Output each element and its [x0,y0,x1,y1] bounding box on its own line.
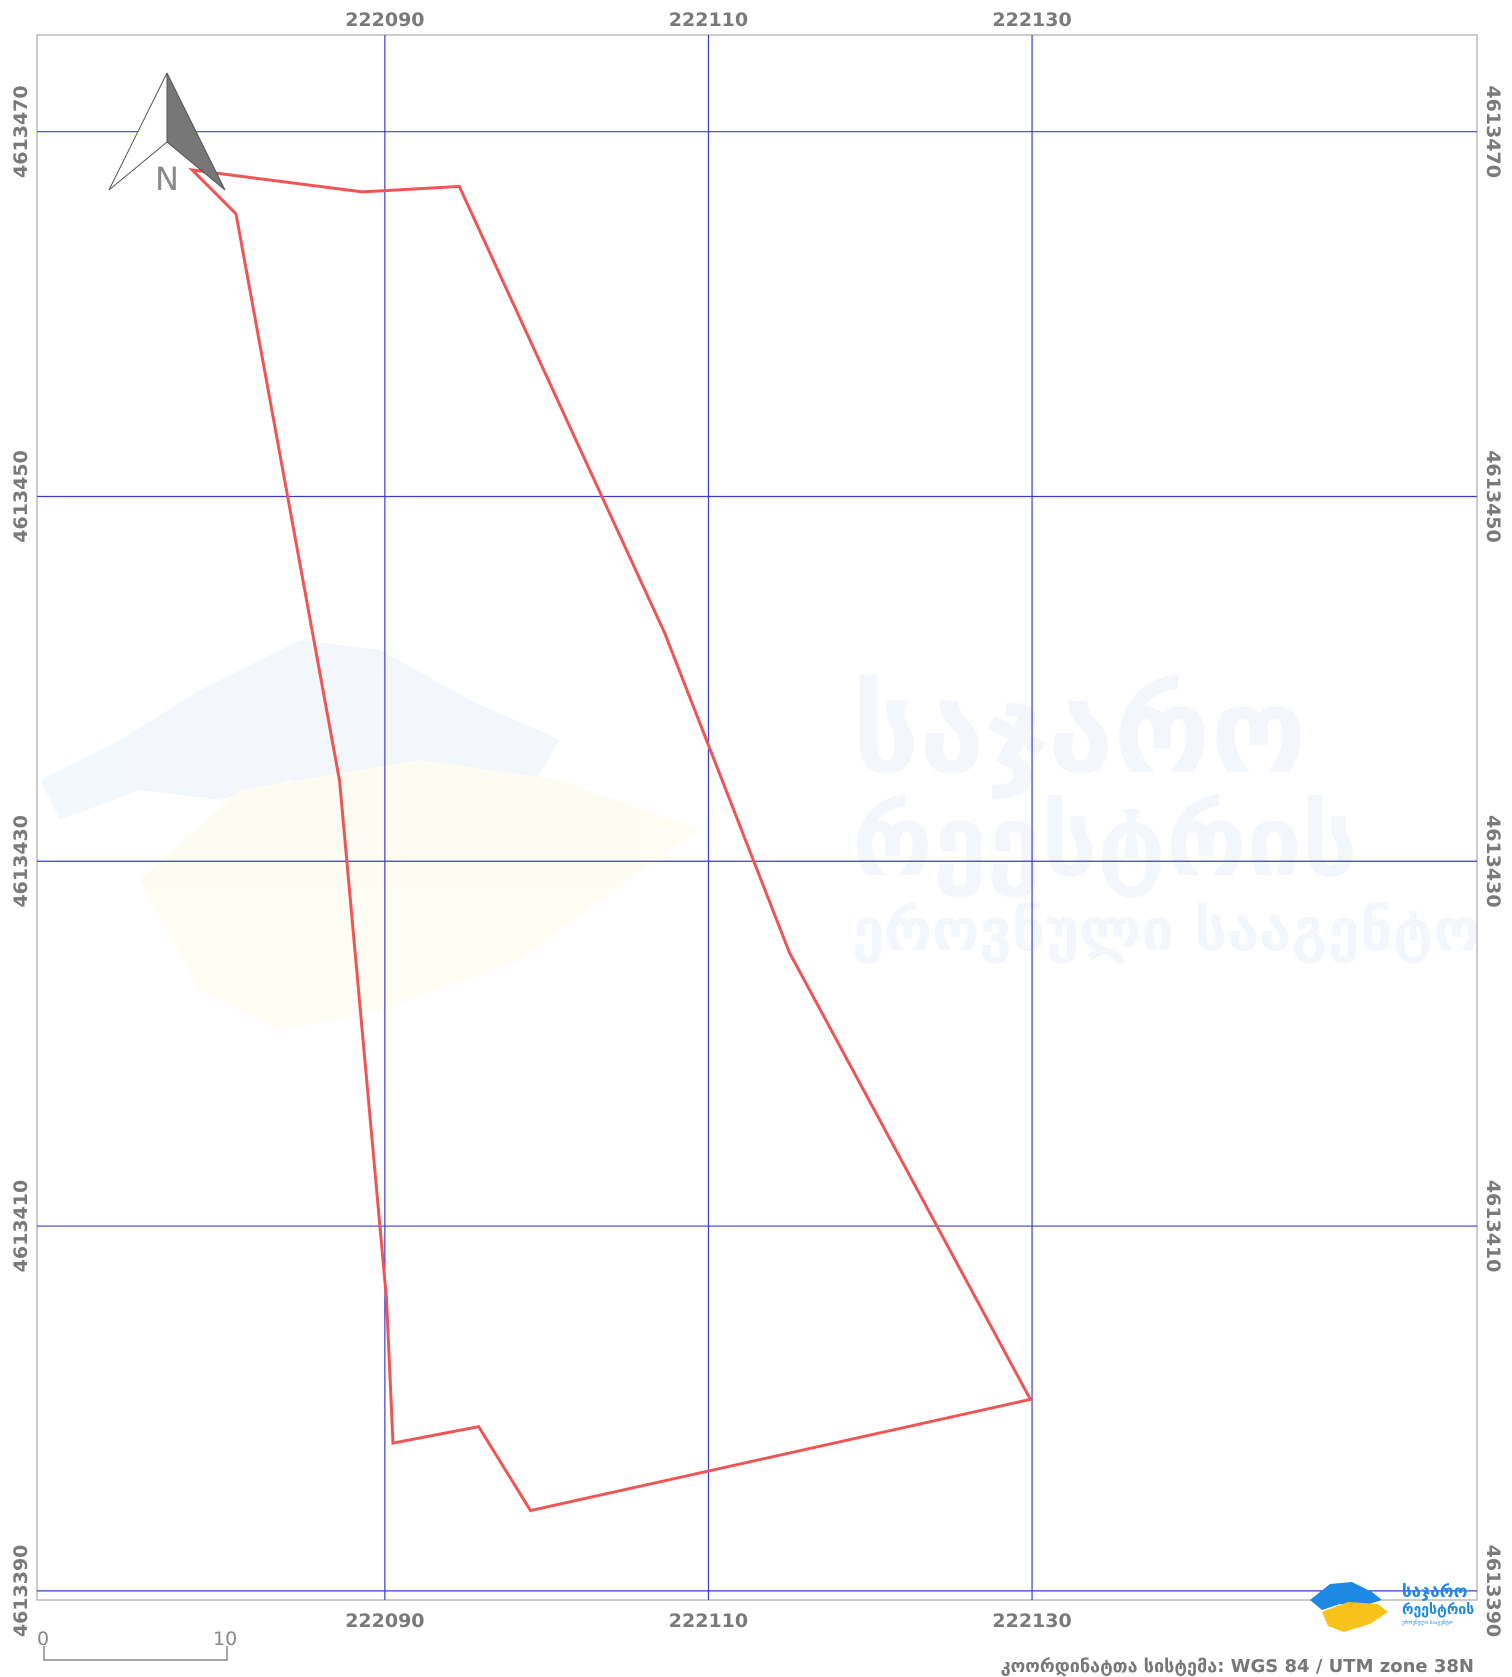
north-arrow-icon: N [108,72,226,198]
grid-label-x-bottom: 222090 [345,1610,424,1632]
north-arrow-label: N [155,160,179,198]
logo-line1: საჯარო [1402,1582,1468,1602]
grid-label-y-left: 4613450 [10,450,32,543]
grid-label-x-bottom: 222130 [992,1610,1071,1632]
grid-label-y-right: 4613450 [1482,450,1504,543]
grid-labels: 222090 222090 222110 222110 222130 222130 4613… [10,9,1504,1637]
grid-label-x-top: 222090 [345,9,424,31]
scale-bar [43,1646,228,1661]
grid-label-y-left: 4613430 [10,815,32,908]
watermark-line1: საჯარო [852,662,1307,800]
watermark-line2: რეესტრის [852,785,1357,899]
grid-label-y-right: 4613470 [1482,85,1504,178]
coordinate-grid [37,35,1477,1600]
logo-line3: ეროვნული სააგენტო [1402,1619,1453,1626]
watermark-text: საჯარო რეესტრის ეროვნული სააგენტო [852,662,1481,964]
grid-label-y-right: 4613410 [1482,1180,1504,1273]
napr-logo-icon: საჯარო რეესტრის ეროვნული სააგენტო [1310,1582,1474,1632]
scale-start-label: 0 [37,1628,50,1650]
grid-label-y-left: 4613470 [10,85,32,178]
grid-label-x-top: 222130 [992,9,1071,31]
watermark-logo-icon [40,640,700,1030]
grid-label-x-top: 222110 [669,9,748,31]
parcel-boundary[interactable] [188,167,1033,1513]
grid-label-x-bottom: 222110 [669,1610,748,1632]
map-frame [36,34,1478,1601]
crs-label: კოორდინატთა სისტემა: WGS 84 / UTM zone 3… [1000,1656,1474,1677]
logo-line2: რეესტრის [1402,1602,1474,1618]
grid-label-y-left: 4613410 [10,1180,32,1273]
scale-end-label: 10 [213,1628,238,1650]
grid-label-y-left: 4613390 [10,1545,32,1638]
grid-label-y-right: 4613390 [1482,1545,1504,1638]
grid-label-y-right: 4613430 [1482,815,1504,908]
watermark-line3: ეროვნული სააგენტო [852,896,1481,964]
